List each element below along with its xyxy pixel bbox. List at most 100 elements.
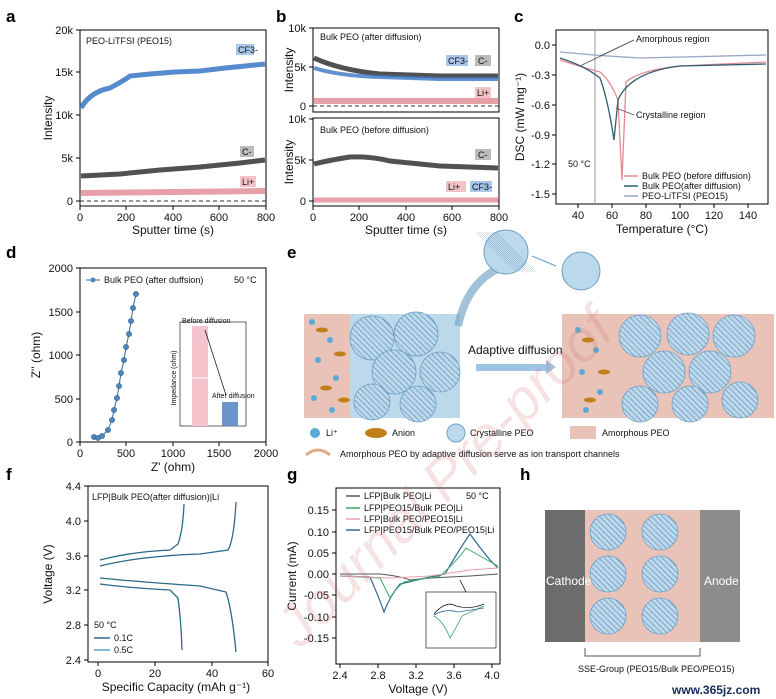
b-bot-ylabel: Intensity — [282, 140, 296, 185]
crystal-grain — [618, 314, 662, 358]
crystal-grain — [712, 314, 756, 358]
f-xtick-2: 40 — [206, 668, 218, 680]
f-discharge-05c — [99, 583, 183, 651]
panel-f-label: f — [6, 465, 12, 484]
e-legend-crystal-icon — [446, 423, 466, 443]
crystal-grain — [671, 385, 709, 423]
b-xtick-4: 800 — [490, 212, 508, 224]
crystal-grain — [419, 351, 461, 393]
f-xtick-0: 0 — [95, 668, 101, 680]
c-xtick-2: 80 — [640, 210, 652, 222]
d-point — [123, 344, 129, 350]
d-point — [116, 383, 122, 389]
h-cathode-label: Cathode — [546, 574, 592, 588]
d-nyquist-series — [91, 291, 139, 441]
a-ytick-1: 5k — [61, 153, 73, 165]
d-xtick-4: 2000 — [254, 448, 278, 460]
c-temp: 50 °C — [568, 159, 591, 169]
c-xtick-3: 100 — [671, 210, 689, 222]
c-legend-2: PEO-LiTFSI (PEO15) — [642, 191, 728, 201]
d-point — [118, 370, 124, 376]
e-grain-top-2 — [561, 251, 601, 291]
e-legend-anion: Anion — [392, 428, 415, 438]
a-ytick-3: 15k — [55, 67, 73, 79]
a-xlabel: Sputter time (s) — [132, 223, 214, 237]
d-inset-before: Before diffusion — [182, 318, 231, 325]
f-charge-05c — [99, 503, 185, 561]
crystal-grain — [371, 349, 417, 395]
g-legend-2: LFP|Bulk PEO/PEO15|Li — [364, 514, 463, 524]
panel-f: f 2.4 2.8 3.2 3.6 4.0 4.4 0 20 40 60 Spe… — [6, 465, 274, 694]
d-temp: 50 °C — [234, 275, 257, 285]
d-xlabel: Z' (ohm) — [151, 460, 195, 474]
d-ytick-0: 0 — [67, 437, 73, 449]
panel-c-axes — [555, 29, 769, 205]
g-curve-peo15-bulk-peo15 — [339, 532, 499, 614]
e-channel-icon — [305, 448, 331, 457]
f-discharge-01c — [99, 577, 237, 653]
d-ytick-4: 2000 — [49, 263, 73, 275]
c-xtick-0: 40 — [572, 210, 584, 222]
b-bot-legend-cf3: CF3- — [472, 182, 492, 192]
crystal-grain — [349, 315, 395, 361]
d-xtick-2: 1000 — [161, 448, 185, 460]
b-top-ytick-1: 5k — [294, 62, 306, 74]
d-ytick-1: 500 — [55, 394, 73, 406]
e-legend-amorphous-icon — [570, 426, 596, 439]
d-point — [109, 417, 115, 423]
f-xtick-1: 20 — [149, 668, 161, 680]
c-ytick-5: -1.5 — [531, 189, 550, 201]
d-inset: Before diffusion After diffusion Impedan… — [171, 318, 255, 427]
b-xtick-0: 0 — [310, 212, 316, 224]
b-bot-legend-c: C- — [478, 150, 488, 160]
e-arrow-label: Adaptive diffusion — [468, 343, 563, 357]
e-legend-crystal: Crystalline PEO — [470, 428, 534, 438]
panel-h: h Cathode Anode SSE-Group (PEO15/Bulk PE… — [520, 465, 740, 674]
d-point — [114, 395, 120, 401]
c-xtick-1: 60 — [606, 210, 618, 222]
h-cathode — [545, 510, 585, 642]
g-ytick-6: -0.15 — [304, 633, 329, 645]
b-top-cminus — [312, 55, 498, 79]
crystal-grain — [642, 350, 686, 394]
d-xtick-3: 1500 — [207, 448, 231, 460]
g-legend-1: LFP|PEO15/Bulk PEO|Li — [364, 503, 463, 513]
h-crystal-grains — [589, 513, 679, 635]
crystal-grain — [641, 597, 679, 635]
b-top-legend-cf3: CF3- — [448, 56, 468, 66]
c-ytick-3: -0.9 — [531, 130, 550, 142]
b-xlabel: Sputter time (s) — [365, 223, 447, 237]
crystal-grain — [353, 383, 391, 421]
g-ylabel: Current (mA) — [285, 541, 299, 610]
c-xlabel: Temperature (°C) — [616, 222, 708, 236]
d-xtick-1: 500 — [117, 448, 135, 460]
g-xtick-4: 4.0 — [484, 670, 499, 682]
f-xtick-3: 60 — [262, 668, 274, 680]
d-point — [128, 318, 134, 324]
f-legend-0: 0.1C — [114, 633, 134, 643]
e-left-crystal-grains — [349, 311, 461, 423]
a-xtick-4: 800 — [257, 212, 275, 224]
e-arrow — [476, 364, 546, 371]
f-ylabel: Voltage (V) — [41, 544, 55, 603]
c-ytick-4: -1.2 — [531, 159, 550, 171]
e-legend-anion-icon — [365, 428, 387, 438]
d-point — [99, 433, 105, 439]
f-temp: 50 °C — [94, 620, 117, 630]
h-anode-label: Anode — [704, 574, 739, 588]
d-point — [121, 357, 127, 363]
a-legend-cf3: CF3- — [238, 45, 258, 55]
site-url: www.365jz.com — [671, 683, 760, 697]
a-ytick-4: 20k — [55, 25, 73, 37]
panel-b-top-axes — [312, 27, 500, 113]
g-ytick-2: 0.05 — [308, 548, 329, 560]
a-xtick-3: 600 — [210, 212, 228, 224]
b-xtick-3: 600 — [443, 212, 461, 224]
e-caption: Amorphous PEO by adaptive diffusion serv… — [340, 449, 620, 459]
g-curve-bulk-peo15 — [339, 567, 499, 579]
b-top-cf3 — [313, 66, 498, 81]
g-inset — [425, 579, 497, 649]
c-annot-amorphous: Amorphous region — [636, 34, 710, 44]
b-title-bottom: Bulk PEO (before diffusion) — [320, 125, 429, 135]
e-legend-amorphous: Amorphous PEO — [602, 428, 670, 438]
